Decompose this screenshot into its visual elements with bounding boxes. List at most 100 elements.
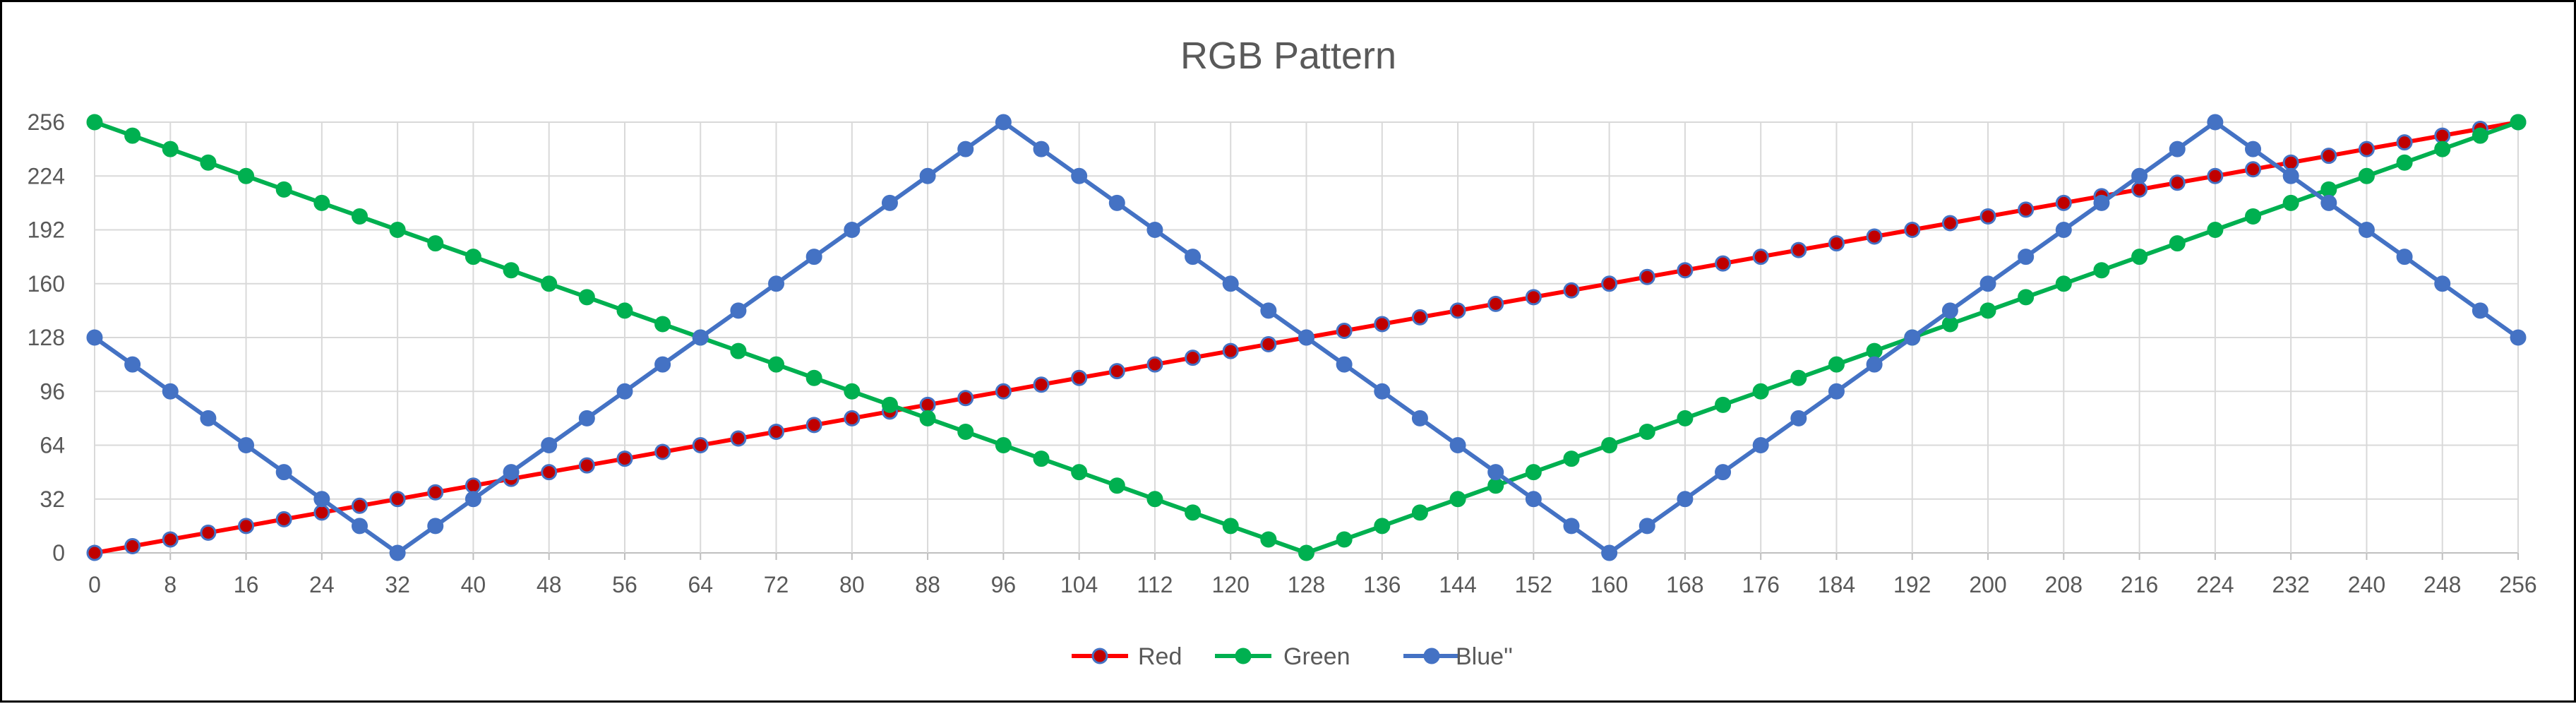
data-point-green: [313, 194, 330, 211]
data-point-red: [1752, 249, 1769, 266]
data-point-blue: [541, 437, 558, 453]
data-point-red: [654, 443, 671, 460]
data-point-blue: [313, 491, 330, 508]
data-point-red: [2018, 201, 2035, 218]
data-point-green: [2055, 275, 2072, 292]
data-point-blue: [2093, 194, 2110, 211]
data-point-green: [1790, 369, 1807, 386]
data-point-green: [1222, 518, 1239, 535]
data-point-blue: [692, 329, 709, 346]
data-point-red: [124, 537, 141, 554]
y-tick-label: 32: [40, 487, 65, 512]
data-point-red: [1601, 275, 1618, 292]
data-point-green: [2282, 194, 2299, 211]
data-point-blue: [957, 141, 974, 157]
data-point-green: [1185, 504, 1202, 521]
data-point-blue: [2434, 275, 2451, 292]
data-point-red: [578, 457, 595, 474]
data-point-blue: [1941, 302, 1958, 319]
data-point-green: [616, 302, 633, 319]
data-point-red: [2396, 134, 2413, 151]
data-point-blue: [200, 410, 217, 426]
data-point-blue: [2282, 167, 2299, 184]
data-point-blue: [1752, 437, 1769, 453]
x-tick-label: 32: [385, 572, 410, 597]
data-point-red: [465, 477, 481, 494]
legend-label-blue: Blue'': [1456, 643, 1513, 670]
data-point-green: [730, 342, 747, 359]
data-point-red: [2282, 154, 2299, 171]
x-tick-label: 184: [1818, 572, 1855, 597]
data-point-red: [427, 484, 444, 501]
data-point-red: [1525, 289, 1542, 306]
data-point-red: [957, 390, 974, 407]
data-point-blue: [1108, 194, 1125, 211]
data-point-red: [805, 417, 822, 434]
data-point-green: [1828, 356, 1845, 373]
data-point-red: [389, 491, 406, 508]
x-tick-label: 56: [612, 572, 637, 597]
x-tick-label: 24: [309, 572, 335, 597]
data-point-blue: [2131, 167, 2148, 184]
data-point-green: [1033, 451, 1050, 467]
data-point-blue: [124, 356, 141, 373]
data-point-green: [1979, 302, 1996, 319]
data-point-blue: [1525, 491, 1542, 508]
x-tick-label: 248: [2424, 572, 2461, 597]
legend: Red Green Blue'': [1072, 643, 1513, 670]
data-point-blue: [1563, 518, 1580, 535]
data-point-green: [1715, 396, 1732, 413]
x-tick-label: 112: [1137, 572, 1173, 597]
data-point-red: [351, 497, 368, 514]
data-point-green: [2434, 141, 2451, 157]
x-tick-label: 48: [537, 572, 562, 597]
y-tick-label: 160: [28, 271, 65, 297]
x-tick-label: 232: [2272, 572, 2309, 597]
data-point-red: [995, 383, 1012, 400]
data-point-blue: [1411, 410, 1428, 426]
y-tick-label: 96: [40, 378, 65, 404]
data-point-blue: [1033, 141, 1050, 157]
data-point-blue: [2055, 222, 2072, 238]
data-point-green: [1298, 544, 1314, 561]
data-point-red: [86, 544, 103, 561]
data-point-green: [844, 383, 861, 400]
data-point-red: [238, 518, 255, 535]
data-point-blue: [2018, 249, 2035, 266]
data-point-green: [1525, 464, 1542, 481]
data-point-green: [1260, 531, 1277, 548]
data-point-blue: [2169, 141, 2186, 157]
data-point-green: [541, 275, 558, 292]
data-point-blue: [2358, 222, 2375, 238]
data-point-blue: [1639, 518, 1655, 535]
data-point-red: [1715, 255, 1732, 272]
x-tick-label: 208: [2045, 572, 2083, 597]
data-point-blue: [238, 437, 255, 453]
x-tick-label: 72: [764, 572, 789, 597]
data-point-red: [1639, 268, 1655, 285]
legend-item-blue: Blue'': [1403, 643, 1513, 670]
data-point-red: [1108, 363, 1125, 380]
data-point-green: [124, 127, 141, 144]
x-tick-label: 256: [2499, 572, 2536, 597]
data-point-red: [616, 451, 633, 467]
data-point-green: [238, 167, 255, 184]
data-point-red: [1146, 356, 1163, 373]
data-point-green: [1374, 518, 1391, 535]
data-point-blue: [730, 302, 747, 319]
data-point-green: [465, 249, 481, 266]
x-tick-label: 80: [839, 572, 865, 597]
data-point-red: [1033, 376, 1050, 393]
x-tick-label: 128: [1288, 572, 1325, 597]
x-tick-label: 40: [461, 572, 486, 597]
data-point-blue: [995, 114, 1012, 131]
x-tick-label: 224: [2196, 572, 2234, 597]
data-point-blue: [1828, 383, 1845, 400]
data-point-green: [881, 396, 898, 413]
data-point-green: [1601, 437, 1618, 453]
data-point-blue: [465, 491, 481, 508]
data-point-blue: [1715, 464, 1732, 481]
data-point-red: [1336, 322, 1353, 339]
data-point-red: [2169, 174, 2186, 191]
y-tick-label: 64: [40, 433, 65, 458]
